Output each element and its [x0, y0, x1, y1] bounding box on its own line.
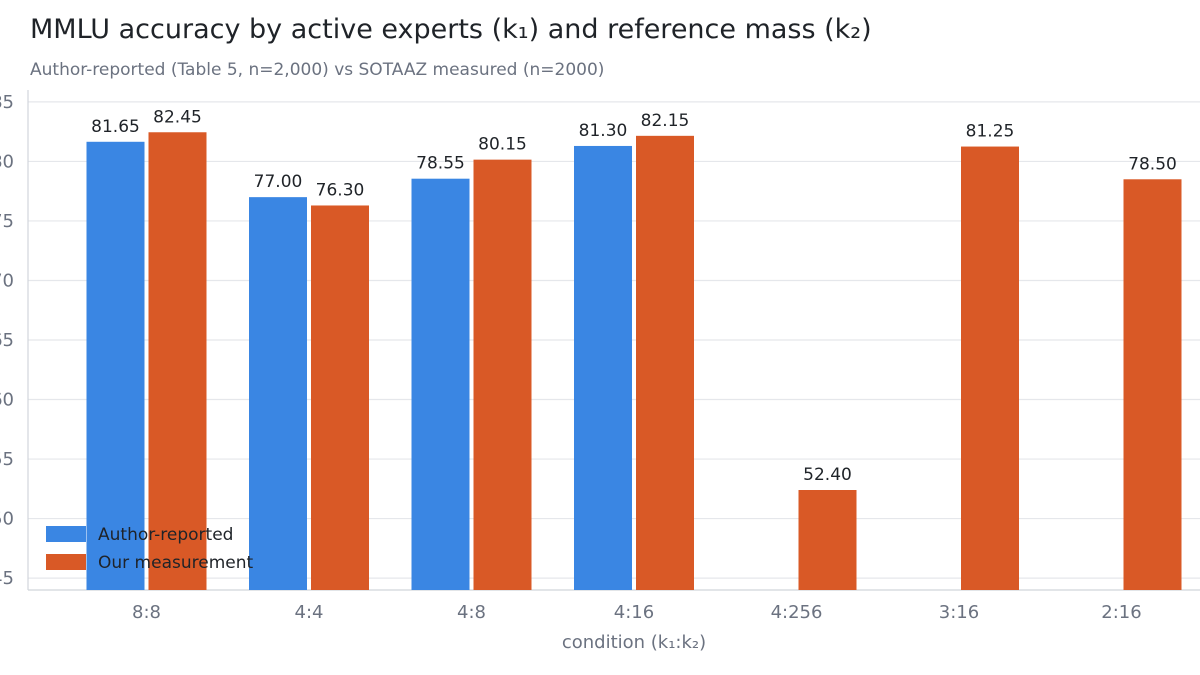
legend-swatch: [46, 526, 86, 542]
data-label: 81.30: [579, 121, 628, 141]
y-tick-label: 85: [0, 92, 14, 113]
x-axis-label: condition (k₁:k₂): [562, 632, 706, 653]
bar-our-measurement: [1123, 179, 1182, 591]
data-label: 80.15: [478, 135, 527, 155]
bar-author-reported: [411, 178, 470, 590]
x-tick-label: 4:4: [295, 602, 324, 623]
y-tick-label: 60: [0, 390, 14, 411]
bar-author-reported: [249, 197, 307, 590]
data-label: 82.45: [153, 107, 202, 127]
y-tick-label: 75: [0, 211, 14, 232]
y-tick-label: 45: [0, 568, 14, 589]
data-label: 77.00: [254, 172, 303, 192]
x-tick-label: 4:16: [614, 602, 654, 623]
data-label: 81.65: [91, 117, 140, 137]
y-tick-label: 50: [0, 509, 14, 530]
x-tick-label: 2:16: [1101, 602, 1141, 623]
legend-label: Our measurement: [98, 553, 253, 573]
chart-subtitle: Author-reported (Table 5, n=2,000) vs SO…: [30, 60, 605, 80]
x-tick-label: 3:16: [939, 602, 979, 623]
chart-title: MMLU accuracy by active experts (k₁) and…: [30, 14, 872, 45]
y-tick-label: 55: [0, 449, 14, 470]
x-tick-label: 4:256: [771, 602, 823, 623]
x-tick-label: 4:8: [457, 602, 486, 623]
y-tick-label: 65: [0, 330, 14, 351]
data-label: 76.30: [316, 180, 365, 200]
legend-swatch: [46, 554, 86, 570]
bar-our-measurement: [473, 159, 532, 590]
bar-our-measurement: [961, 146, 1019, 591]
data-label: 52.40: [803, 465, 852, 485]
data-label: 78.55: [416, 154, 465, 174]
bar-our-measurement: [311, 205, 369, 590]
data-label: 78.50: [1128, 154, 1177, 174]
x-tick-label: 8:8: [132, 602, 161, 623]
data-label: 82.15: [641, 111, 690, 131]
bar-author-reported: [86, 141, 145, 591]
bar-our-measurement: [148, 132, 207, 590]
y-tick-label: 70: [0, 270, 14, 291]
y-tick-label: 80: [0, 151, 14, 172]
bar-our-measurement: [636, 135, 694, 591]
bar-author-reported: [574, 145, 632, 590]
legend-label: Author-reported: [98, 525, 233, 545]
bar-our-measurement: [798, 490, 857, 590]
data-label: 81.25: [966, 122, 1015, 142]
